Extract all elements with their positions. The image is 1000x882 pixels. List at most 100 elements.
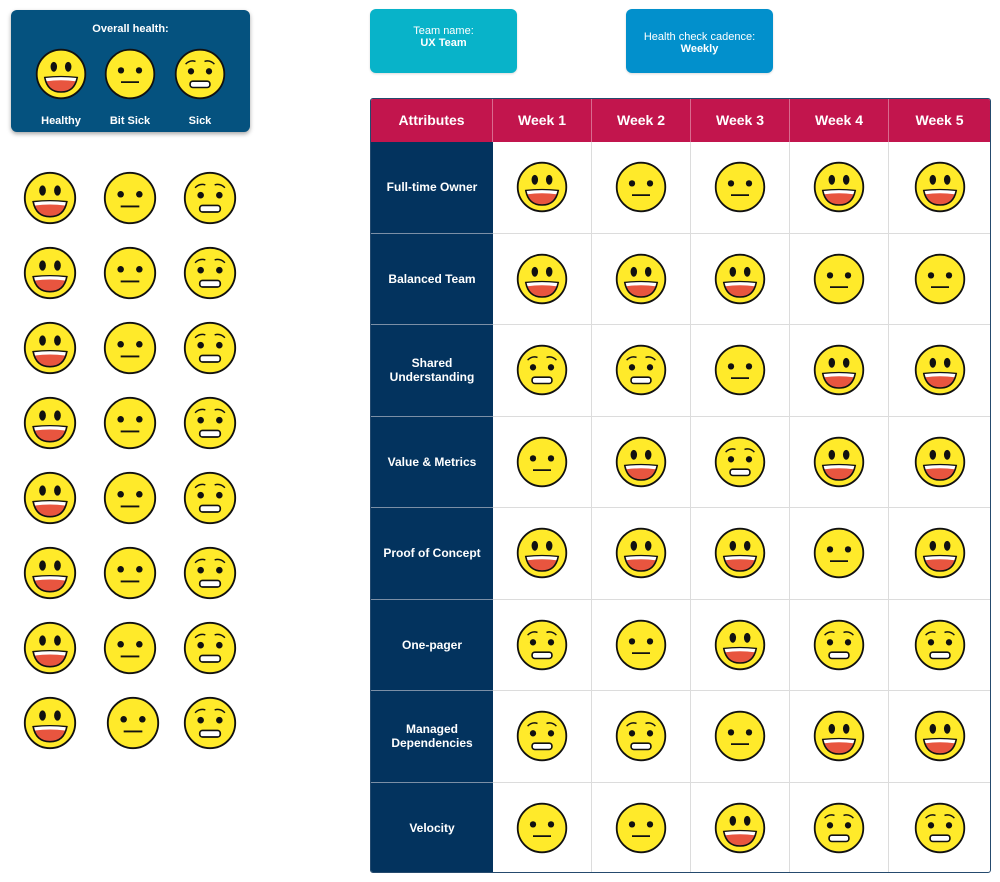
- health-cell-week-3[interactable]: [691, 599, 790, 691]
- health-cell-week-5[interactable]: [889, 234, 990, 325]
- cadence-card[interactable]: Health check cadence: Weekly: [626, 9, 773, 73]
- health-cell-week-2[interactable]: [592, 691, 691, 783]
- health-cell-week-2[interactable]: [592, 782, 691, 872]
- health-cell-week-4[interactable]: [790, 325, 889, 417]
- palette-sticker-bit-sick[interactable]: [102, 245, 158, 301]
- health-cell-week-2[interactable]: [592, 142, 691, 234]
- healthy-face-icon: [22, 395, 78, 451]
- palette-sticker-healthy[interactable]: [22, 695, 78, 751]
- team-name-card[interactable]: Team name: UX Team: [370, 9, 517, 73]
- health-cell-week-1[interactable]: [493, 233, 592, 325]
- bit-sick-face-icon: [102, 170, 158, 226]
- palette-sticker-sick[interactable]: [182, 395, 238, 451]
- palette-sticker-bit-sick[interactable]: [105, 695, 161, 751]
- health-cell-week-1[interactable]: [493, 599, 592, 691]
- healthy-face-icon: [913, 160, 967, 214]
- health-cell-week-5[interactable]: [889, 325, 990, 417]
- healthy-face-icon: [515, 526, 569, 580]
- health-cell-week-3[interactable]: [691, 416, 790, 508]
- palette-row: [22, 620, 242, 676]
- health-cell-week-3[interactable]: [691, 233, 790, 325]
- table-row: Balanced Team: [371, 233, 990, 325]
- palette-sticker-healthy[interactable]: [22, 620, 78, 676]
- health-cell-week-5[interactable]: [889, 691, 990, 783]
- health-cell-week-1[interactable]: [493, 325, 592, 417]
- palette-sticker-sick[interactable]: [182, 245, 238, 301]
- health-cell-week-4[interactable]: [790, 508, 889, 600]
- health-cell-week-4[interactable]: [790, 599, 889, 691]
- column-header-week-2: Week 2: [592, 99, 691, 142]
- column-header-attributes: Attributes: [371, 99, 493, 142]
- team-name-value[interactable]: UX Team: [420, 37, 467, 49]
- health-cell-week-4[interactable]: [790, 416, 889, 508]
- sick-face-icon: [812, 618, 866, 672]
- palette-sticker-healthy[interactable]: [22, 395, 78, 451]
- health-cell-week-3[interactable]: [691, 325, 790, 417]
- healthy-face-icon: [22, 545, 78, 601]
- attribute-label: One-pager: [371, 599, 493, 691]
- attribute-label: Full-time Owner: [371, 142, 493, 234]
- palette-sticker-bit-sick[interactable]: [102, 395, 158, 451]
- health-cell-week-2[interactable]: [592, 599, 691, 691]
- palette-row: [22, 170, 242, 226]
- health-cell-week-4[interactable]: [790, 142, 889, 234]
- legend-item-bit-sick: Bit Sick: [95, 47, 165, 127]
- palette-sticker-healthy[interactable]: [22, 470, 78, 526]
- health-cell-week-2[interactable]: [592, 508, 691, 600]
- column-header-week-3: Week 3: [691, 99, 790, 142]
- health-cell-week-5[interactable]: [889, 783, 991, 874]
- palette-sticker-sick[interactable]: [182, 545, 238, 601]
- health-cell-week-5[interactable]: [889, 508, 990, 600]
- palette-sticker-sick[interactable]: [182, 320, 238, 376]
- healthy-face-icon: [22, 320, 78, 376]
- healthy-face-icon: [22, 170, 78, 226]
- sick-face-icon: [913, 801, 967, 855]
- bit-sick-face-icon: [812, 526, 866, 580]
- health-cell-week-3[interactable]: [691, 782, 790, 872]
- palette-sticker-sick[interactable]: [182, 695, 238, 751]
- palette-sticker-bit-sick[interactable]: [102, 545, 158, 601]
- health-cell-week-4[interactable]: [790, 691, 889, 783]
- health-cell-week-5[interactable]: [889, 600, 990, 691]
- health-cell-week-1[interactable]: [493, 782, 592, 872]
- palette-sticker-healthy[interactable]: [22, 245, 78, 301]
- column-header-week-4: Week 4: [790, 99, 889, 142]
- health-cell-week-2[interactable]: [592, 416, 691, 508]
- health-cell-week-1[interactable]: [493, 508, 592, 600]
- healthy-face-icon: [713, 801, 767, 855]
- palette-sticker-healthy[interactable]: [22, 170, 78, 226]
- table-row: Managed Dependencies: [371, 691, 990, 783]
- palette-sticker-healthy[interactable]: [22, 320, 78, 376]
- palette-sticker-bit-sick[interactable]: [102, 620, 158, 676]
- healthy-face-icon: [515, 160, 569, 214]
- palette-sticker-bit-sick[interactable]: [102, 170, 158, 226]
- healthy-face-icon: [614, 526, 668, 580]
- attribute-label: Shared Understanding: [371, 325, 493, 417]
- health-cell-week-3[interactable]: [691, 508, 790, 600]
- palette-sticker-sick[interactable]: [182, 620, 238, 676]
- health-cell-week-5[interactable]: [889, 142, 990, 234]
- palette-row: [22, 320, 242, 376]
- health-cell-week-2[interactable]: [592, 233, 691, 325]
- palette-row: [22, 545, 242, 601]
- health-cell-week-3[interactable]: [691, 142, 790, 234]
- sick-face-icon: [713, 435, 767, 489]
- palette-sticker-sick[interactable]: [182, 470, 238, 526]
- health-cell-week-1[interactable]: [493, 691, 592, 783]
- palette-sticker-healthy[interactable]: [22, 545, 78, 601]
- health-cell-week-2[interactable]: [592, 325, 691, 417]
- health-cell-week-3[interactable]: [691, 691, 790, 783]
- palette-sticker-sick[interactable]: [182, 170, 238, 226]
- legend-label: Bit Sick: [109, 115, 151, 127]
- health-cell-week-4[interactable]: [790, 233, 889, 325]
- health-cell-week-1[interactable]: [493, 142, 592, 234]
- cadence-value[interactable]: Weekly: [680, 43, 719, 55]
- health-cell-week-4[interactable]: [790, 782, 889, 872]
- health-cell-week-1[interactable]: [493, 416, 592, 508]
- healthy-face-icon: [34, 47, 88, 101]
- table-row: Velocity: [371, 782, 991, 874]
- palette-sticker-bit-sick[interactable]: [102, 470, 158, 526]
- sick-face-icon: [812, 801, 866, 855]
- health-cell-week-5[interactable]: [889, 417, 990, 508]
- palette-sticker-bit-sick[interactable]: [102, 320, 158, 376]
